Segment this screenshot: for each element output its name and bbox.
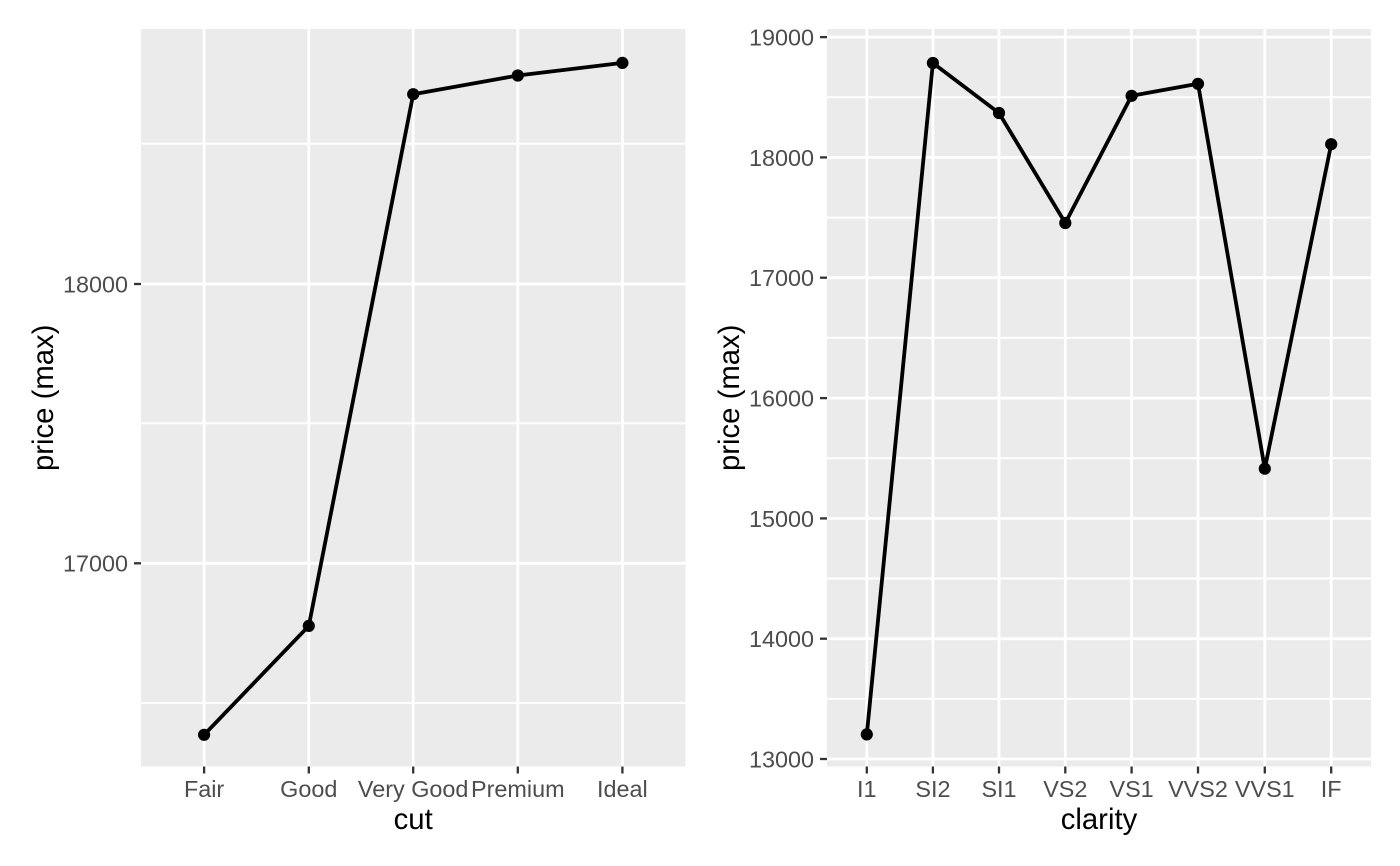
svg-text:VVS2: VVS2 bbox=[1168, 776, 1228, 802]
svg-text:price (max): price (max) bbox=[27, 325, 60, 472]
svg-text:17000: 17000 bbox=[749, 265, 814, 291]
svg-text:Good: Good bbox=[280, 776, 337, 802]
svg-text:Very Good: Very Good bbox=[358, 776, 469, 802]
svg-text:Premium: Premium bbox=[471, 776, 565, 802]
svg-text:clarity: clarity bbox=[1061, 803, 1138, 836]
svg-text:19000: 19000 bbox=[749, 25, 814, 51]
svg-text:17000: 17000 bbox=[63, 551, 128, 577]
svg-text:VS2: VS2 bbox=[1043, 776, 1087, 802]
svg-text:13000: 13000 bbox=[749, 746, 814, 772]
svg-text:cut: cut bbox=[394, 803, 433, 836]
svg-text:Fair: Fair bbox=[184, 776, 224, 802]
svg-text:price (max): price (max) bbox=[713, 325, 746, 472]
svg-text:18000: 18000 bbox=[749, 145, 814, 171]
svg-text:15000: 15000 bbox=[749, 506, 814, 532]
svg-text:SI1: SI1 bbox=[981, 776, 1016, 802]
svg-text:Ideal: Ideal bbox=[597, 776, 648, 802]
svg-text:VVS1: VVS1 bbox=[1235, 776, 1295, 802]
svg-text:18000: 18000 bbox=[63, 271, 128, 297]
svg-text:I1: I1 bbox=[857, 776, 877, 802]
svg-text:SI2: SI2 bbox=[915, 776, 950, 802]
svg-text:16000: 16000 bbox=[749, 386, 814, 412]
svg-text:IF: IF bbox=[1321, 776, 1342, 802]
svg-text:VS1: VS1 bbox=[1109, 776, 1153, 802]
svg-text:14000: 14000 bbox=[749, 626, 814, 652]
